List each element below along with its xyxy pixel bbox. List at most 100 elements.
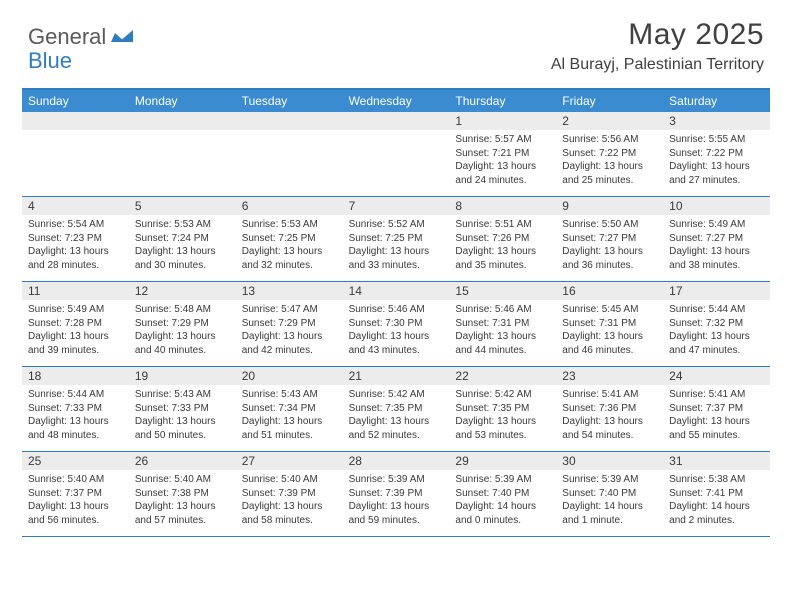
week-row: 1Sunrise: 5:57 AMSunset: 7:21 PMDaylight…	[22, 112, 770, 197]
sunrise-text: Sunrise: 5:48 AM	[135, 303, 230, 317]
day-number-empty	[129, 112, 236, 130]
day-cell: 5Sunrise: 5:53 AMSunset: 7:24 PMDaylight…	[129, 197, 236, 281]
sunrise-text: Sunrise: 5:53 AM	[242, 218, 337, 232]
day-number: 9	[556, 197, 663, 215]
sunset-text: Sunset: 7:24 PM	[135, 232, 230, 246]
sunset-text: Sunset: 7:26 PM	[455, 232, 550, 246]
day-number: 13	[236, 282, 343, 300]
dayname-mon: Monday	[129, 90, 236, 112]
sunrise-text: Sunrise: 5:41 AM	[562, 388, 657, 402]
day-cell: 15Sunrise: 5:46 AMSunset: 7:31 PMDayligh…	[449, 282, 556, 366]
day-number: 14	[343, 282, 450, 300]
day-number: 2	[556, 112, 663, 130]
sunrise-text: Sunrise: 5:40 AM	[242, 473, 337, 487]
day-body: Sunrise: 5:52 AMSunset: 7:25 PMDaylight:…	[343, 215, 450, 276]
day-cell: 22Sunrise: 5:42 AMSunset: 7:35 PMDayligh…	[449, 367, 556, 451]
sunset-text: Sunset: 7:23 PM	[28, 232, 123, 246]
daylight-text: Daylight: 13 hours and 50 minutes.	[135, 415, 230, 442]
sunset-text: Sunset: 7:27 PM	[669, 232, 764, 246]
sunrise-text: Sunrise: 5:43 AM	[242, 388, 337, 402]
sunrise-text: Sunrise: 5:53 AM	[135, 218, 230, 232]
sunrise-text: Sunrise: 5:40 AM	[28, 473, 123, 487]
day-cell: 20Sunrise: 5:43 AMSunset: 7:34 PMDayligh…	[236, 367, 343, 451]
day-body: Sunrise: 5:54 AMSunset: 7:23 PMDaylight:…	[22, 215, 129, 276]
sunrise-text: Sunrise: 5:57 AM	[455, 133, 550, 147]
daylight-text: Daylight: 13 hours and 33 minutes.	[349, 245, 444, 272]
sunset-text: Sunset: 7:32 PM	[669, 317, 764, 331]
logo-blue-line: Blue	[28, 48, 72, 74]
sunrise-text: Sunrise: 5:43 AM	[135, 388, 230, 402]
dayname-fri: Friday	[556, 90, 663, 112]
daylight-text: Daylight: 13 hours and 47 minutes.	[669, 330, 764, 357]
daylight-text: Daylight: 13 hours and 53 minutes.	[455, 415, 550, 442]
day-number: 29	[449, 452, 556, 470]
sunrise-text: Sunrise: 5:46 AM	[349, 303, 444, 317]
day-number: 11	[22, 282, 129, 300]
daylight-text: Daylight: 13 hours and 28 minutes.	[28, 245, 123, 272]
day-body: Sunrise: 5:43 AMSunset: 7:33 PMDaylight:…	[129, 385, 236, 446]
logo-text-general: General	[28, 24, 106, 50]
day-number: 15	[449, 282, 556, 300]
day-number: 10	[663, 197, 770, 215]
sunset-text: Sunset: 7:30 PM	[349, 317, 444, 331]
week-row: 25Sunrise: 5:40 AMSunset: 7:37 PMDayligh…	[22, 452, 770, 537]
sunrise-text: Sunrise: 5:49 AM	[669, 218, 764, 232]
day-body: Sunrise: 5:43 AMSunset: 7:34 PMDaylight:…	[236, 385, 343, 446]
daylight-text: Daylight: 13 hours and 56 minutes.	[28, 500, 123, 527]
day-body: Sunrise: 5:55 AMSunset: 7:22 PMDaylight:…	[663, 130, 770, 191]
sunset-text: Sunset: 7:33 PM	[28, 402, 123, 416]
day-body: Sunrise: 5:53 AMSunset: 7:24 PMDaylight:…	[129, 215, 236, 276]
sunset-text: Sunset: 7:41 PM	[669, 487, 764, 501]
day-number: 19	[129, 367, 236, 385]
sunset-text: Sunset: 7:34 PM	[242, 402, 337, 416]
sunset-text: Sunset: 7:40 PM	[455, 487, 550, 501]
sunset-text: Sunset: 7:37 PM	[669, 402, 764, 416]
day-cell: 27Sunrise: 5:40 AMSunset: 7:39 PMDayligh…	[236, 452, 343, 536]
day-number: 6	[236, 197, 343, 215]
day-body: Sunrise: 5:48 AMSunset: 7:29 PMDaylight:…	[129, 300, 236, 361]
day-body: Sunrise: 5:39 AMSunset: 7:39 PMDaylight:…	[343, 470, 450, 531]
daylight-text: Daylight: 13 hours and 58 minutes.	[242, 500, 337, 527]
day-number: 25	[22, 452, 129, 470]
sunrise-text: Sunrise: 5:55 AM	[669, 133, 764, 147]
day-number-empty	[236, 112, 343, 130]
sunset-text: Sunset: 7:29 PM	[242, 317, 337, 331]
daylight-text: Daylight: 13 hours and 51 minutes.	[242, 415, 337, 442]
day-cell: 9Sunrise: 5:50 AMSunset: 7:27 PMDaylight…	[556, 197, 663, 281]
sunset-text: Sunset: 7:35 PM	[455, 402, 550, 416]
sunset-text: Sunset: 7:31 PM	[455, 317, 550, 331]
sunrise-text: Sunrise: 5:42 AM	[455, 388, 550, 402]
dayname-wed: Wednesday	[343, 90, 450, 112]
day-cell: 1Sunrise: 5:57 AMSunset: 7:21 PMDaylight…	[449, 112, 556, 196]
day-cell: 21Sunrise: 5:42 AMSunset: 7:35 PMDayligh…	[343, 367, 450, 451]
day-number: 4	[22, 197, 129, 215]
daylight-text: Daylight: 13 hours and 32 minutes.	[242, 245, 337, 272]
daylight-text: Daylight: 13 hours and 46 minutes.	[562, 330, 657, 357]
day-cell: 4Sunrise: 5:54 AMSunset: 7:23 PMDaylight…	[22, 197, 129, 281]
day-cell: 12Sunrise: 5:48 AMSunset: 7:29 PMDayligh…	[129, 282, 236, 366]
day-number: 23	[556, 367, 663, 385]
day-number: 27	[236, 452, 343, 470]
logo-mark-icon	[111, 26, 135, 49]
daylight-text: Daylight: 14 hours and 2 minutes.	[669, 500, 764, 527]
day-body: Sunrise: 5:50 AMSunset: 7:27 PMDaylight:…	[556, 215, 663, 276]
day-body: Sunrise: 5:39 AMSunset: 7:40 PMDaylight:…	[449, 470, 556, 531]
sunrise-text: Sunrise: 5:39 AM	[455, 473, 550, 487]
day-cell: 7Sunrise: 5:52 AMSunset: 7:25 PMDaylight…	[343, 197, 450, 281]
sunrise-text: Sunrise: 5:50 AM	[562, 218, 657, 232]
week-row: 4Sunrise: 5:54 AMSunset: 7:23 PMDaylight…	[22, 197, 770, 282]
day-cell: 18Sunrise: 5:44 AMSunset: 7:33 PMDayligh…	[22, 367, 129, 451]
day-cell: 11Sunrise: 5:49 AMSunset: 7:28 PMDayligh…	[22, 282, 129, 366]
sunrise-text: Sunrise: 5:47 AM	[242, 303, 337, 317]
daylight-text: Daylight: 13 hours and 59 minutes.	[349, 500, 444, 527]
daylight-text: Daylight: 13 hours and 38 minutes.	[669, 245, 764, 272]
sunset-text: Sunset: 7:38 PM	[135, 487, 230, 501]
day-number: 20	[236, 367, 343, 385]
day-number: 31	[663, 452, 770, 470]
day-number-empty	[22, 112, 129, 130]
day-body: Sunrise: 5:44 AMSunset: 7:32 PMDaylight:…	[663, 300, 770, 361]
day-body: Sunrise: 5:56 AMSunset: 7:22 PMDaylight:…	[556, 130, 663, 191]
day-body: Sunrise: 5:40 AMSunset: 7:38 PMDaylight:…	[129, 470, 236, 531]
sunset-text: Sunset: 7:33 PM	[135, 402, 230, 416]
month-title: May 2025	[551, 18, 764, 52]
